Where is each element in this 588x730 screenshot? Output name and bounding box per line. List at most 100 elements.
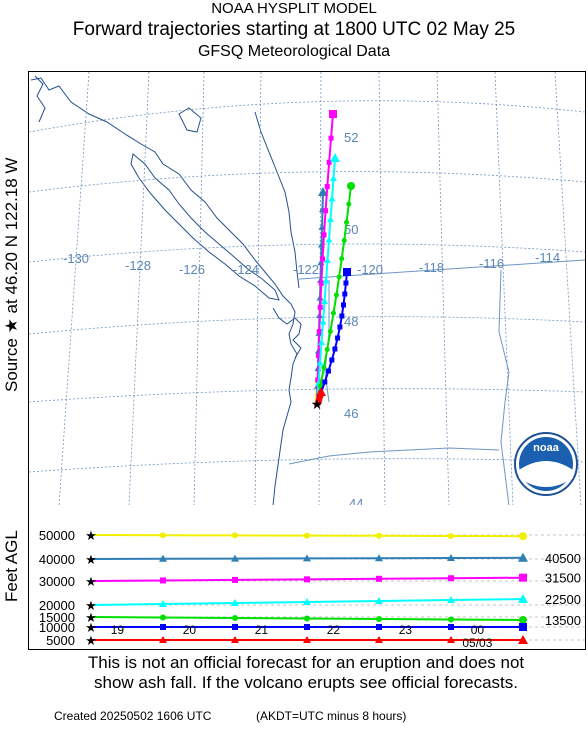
trajectory-marker [320,256,326,262]
height-series-marker [231,554,239,562]
trajectory-marker [343,268,351,276]
trajectory-marker [318,280,324,286]
trajectory-marker [317,383,323,389]
height-series-marker [448,616,454,623]
height-series-marker [231,599,239,606]
height-series-marker [232,624,238,630]
trajectory-marker [337,324,343,330]
lat-lon-grid [29,72,585,506]
time-zone-note: (AKDT=UTC minus 8 hours) [256,709,407,723]
trajectory-marker [340,302,346,308]
start-star-icon: ★ [85,552,97,567]
noaa-logo: noaa [514,432,578,496]
longitude-label: -128 [125,258,151,273]
height-series-marker [304,576,310,583]
start-star-icon: ★ [85,633,97,648]
trajectory-marker [330,153,340,162]
trajectory-marker [316,387,326,396]
trajectory-marker [317,304,323,310]
height-series-marker [231,636,239,643]
height-series-marker [519,532,527,541]
height-series-marker [518,635,528,644]
trajectory-marker [333,292,339,298]
height-series-marker [160,614,166,621]
height-series-marker [447,636,455,643]
height-series-marker [376,532,382,539]
trajectory-marker [339,313,345,319]
height-series-marker [518,594,528,603]
longitude-label: -118 [419,260,444,275]
height-series-marker [376,616,382,622]
latitude-label: 48 [344,314,358,329]
latitude-label: 44 [349,496,363,506]
created-timestamp: Created 20250502 1606 UTC [54,709,212,723]
x-tick-label: 22 [327,623,341,637]
title-line-3: GFSQ Meteorological Data [197,43,391,60]
map-canvas: -130 -128 -126 -124 -122 -120 -118 -116 -114 52 5… [29,72,585,506]
trajectory-marker [328,195,336,202]
height-series-marker [447,596,455,603]
start-star-icon: ★ [85,598,97,613]
height-series-marker [519,623,527,631]
trajectory-marker [335,335,341,341]
longitude-label: -114 [535,250,560,265]
height-series-marker [232,532,238,539]
trajectory-marker [319,318,327,325]
start-star-icon: ★ [85,620,97,635]
x-tick-label: 19 [111,623,125,637]
end-height-label: 22500 [545,592,581,607]
height-series-marker [232,615,238,621]
end-height-label: 31500 [545,571,581,586]
trajectory-marker [325,236,333,243]
height-profile-canvas: 50000 ★ 40000 ★ 30000 ★ 20000 ★ 15000 ★ 10000 ★ 5000… [39,528,585,649]
height-series-marker [448,533,454,539]
title-line-1: NOAA HYSPLIT MODEL [211,0,377,17]
trajectory-marker [328,135,334,141]
height-series-marker [160,624,166,630]
trajectory-marker [315,377,321,383]
start-star-icon: ★ [85,574,97,589]
source-star-icon: ★ [311,396,324,412]
trajectory-marker [323,208,329,214]
trajectory-marker [316,359,324,366]
trajectory-marker [321,232,327,238]
x-tick-label: 21 [255,623,269,637]
height-series-marker [232,576,238,583]
trajectory-marker [315,353,321,359]
y-tick-label: 40000 [39,552,75,567]
longitude-label: -122 [293,262,319,277]
height-series-marker [159,636,167,643]
end-height-label: 13500 [545,613,581,628]
height-series-marker [304,624,310,630]
trajectory-marker [324,184,330,189]
height-series-marker [160,577,166,584]
height-series-marker [159,554,167,562]
height-series-marker [304,532,310,539]
latitude-label: 46 [344,406,358,421]
trajectory-marker [327,216,334,222]
height-series-marker [303,554,311,562]
trajectory-marker [343,280,349,286]
height-series-marker [375,597,383,604]
longitude-label: -130 [63,251,89,266]
x-tick-label: 05/03 [462,636,492,649]
latitude-label: 50 [344,222,358,237]
x-tick-label: 00 [471,623,485,637]
y-tick-label: 5000 [46,633,75,648]
height-profile-panel: 50000 ★ 40000 ★ 30000 ★ 20000 ★ 15000 ★ 10000 ★ 5000… [28,505,586,650]
y-tick-label: 10000 [39,620,75,635]
coastline [30,75,302,506]
trajectory-marker [321,298,328,304]
y-tick-label: 50000 [39,528,75,543]
trajectory-marker [326,159,332,165]
latitude-label: 52 [344,130,358,145]
height-series-marker [375,636,383,643]
end-height-label: 40500 [545,551,581,566]
longitude-label: -116 [479,256,504,271]
trajectory-marker [339,256,345,262]
trajectory-marker [327,328,333,334]
trajectory-marker [344,219,350,225]
trajectory-marker [336,274,342,280]
trajectory-marker [347,182,355,190]
y-tick-label: 20000 [39,598,75,613]
